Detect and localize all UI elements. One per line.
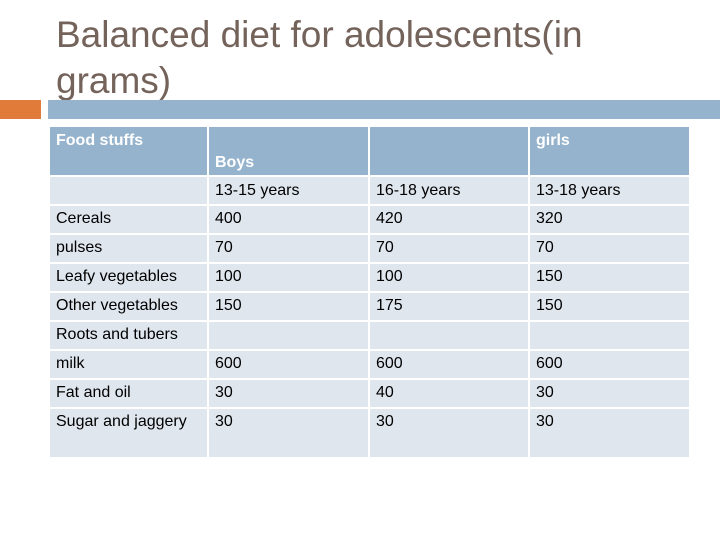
- food-name-cell: Fat and oil: [48, 378, 209, 409]
- table-row: Roots and tubers: [48, 320, 691, 351]
- food-name-cell: milk: [48, 349, 209, 380]
- value-cell: 70: [207, 233, 370, 264]
- value-cell: 30: [207, 378, 370, 409]
- table-row: Sugar and jaggery 30 30 30: [48, 407, 691, 459]
- value-cell: 70: [368, 233, 530, 264]
- value-cell: 40: [368, 378, 530, 409]
- table-row: milk 600 600 600: [48, 349, 691, 380]
- table-header-row: Food stuffs Boys girls: [48, 125, 691, 177]
- value-cell: 70: [528, 233, 691, 264]
- slide-title: Balanced diet for adolescents(in grams): [56, 14, 583, 101]
- food-name-cell: Cereals: [48, 204, 209, 235]
- food-name-cell: Sugar and jaggery: [48, 407, 209, 459]
- table-row: Leafy vegetables 100 100 150: [48, 262, 691, 293]
- accent-bar-blue: [48, 100, 720, 119]
- table-subheader-row: 13-15 years 16-18 years 13-18 years: [48, 175, 691, 206]
- value-cell: 175: [368, 291, 530, 322]
- subheader-cell: [48, 175, 209, 206]
- value-cell: 320: [528, 204, 691, 235]
- subheader-cell: 13-15 years: [207, 175, 370, 206]
- value-cell: 30: [207, 407, 370, 459]
- value-cell: 100: [207, 262, 370, 293]
- value-cell: 600: [528, 349, 691, 380]
- value-cell: 30: [368, 407, 530, 459]
- subheader-cell: 16-18 years: [368, 175, 530, 206]
- value-cell: 150: [528, 262, 691, 293]
- food-name-cell: pulses: [48, 233, 209, 264]
- food-name-cell: Leafy vegetables: [48, 262, 209, 293]
- value-cell: 150: [207, 291, 370, 322]
- value-cell: 600: [368, 349, 530, 380]
- table-row: Fat and oil 30 40 30: [48, 378, 691, 409]
- subheader-cell: 13-18 years: [528, 175, 691, 206]
- value-cell: 400: [207, 204, 370, 235]
- food-name-cell: Other vegetables: [48, 291, 209, 322]
- food-name-cell: Roots and tubers: [48, 320, 209, 351]
- value-cell: 30: [528, 407, 691, 459]
- value-cell: 420: [368, 204, 530, 235]
- diet-table: Food stuffs Boys girls 13-15 years 16-18…: [48, 125, 691, 459]
- value-cell: [207, 320, 370, 351]
- value-cell: 600: [207, 349, 370, 380]
- header-food-stuffs: Food stuffs: [48, 125, 209, 177]
- table-row: Other vegetables 150 175 150: [48, 291, 691, 322]
- table-row: pulses 70 70 70: [48, 233, 691, 264]
- header-blank: [368, 125, 530, 177]
- value-cell: 150: [528, 291, 691, 322]
- table-row: Cereals 400 420 320: [48, 204, 691, 235]
- header-boys: Boys: [207, 125, 370, 177]
- accent-bar-orange: [0, 100, 41, 119]
- header-girls: girls: [528, 125, 691, 177]
- value-cell: [528, 320, 691, 351]
- value-cell: 100: [368, 262, 530, 293]
- value-cell: 30: [528, 378, 691, 409]
- value-cell: [368, 320, 530, 351]
